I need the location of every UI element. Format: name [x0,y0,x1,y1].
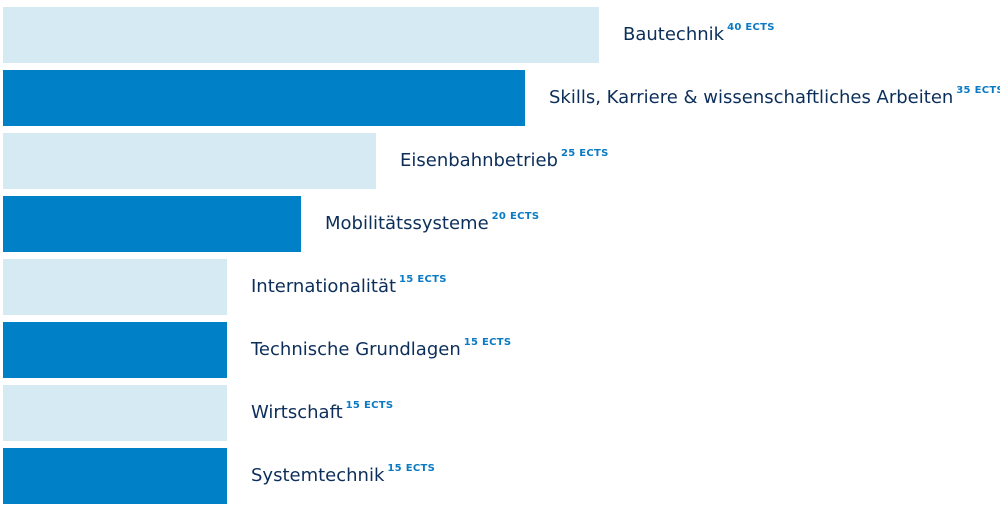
bar [3,196,301,252]
category-label: Systemtechnik 15 ECTS [251,463,436,490]
category-label: Internationalität 15 ECTS [251,274,447,301]
category-label: Mobilitätssysteme 20 ECTS [325,211,540,238]
bar [3,385,227,441]
category-name: Technische Grundlagen [251,339,461,360]
category-label: Bautechnik 40 ECTS [623,22,775,49]
category-label: Technische Grundlagen 15 ECTS [251,337,512,364]
value-label: 15 ECTS [387,463,436,474]
category-name: Wirtschaft [251,402,343,423]
bar [3,259,227,315]
category-label: Skills, Karriere & wissenschaftliches Ar… [549,85,1000,112]
category-name: Systemtechnik [251,465,385,486]
value-label: 25 ECTS [560,148,609,159]
bar [3,133,376,189]
value-label: 40 ECTS [727,22,775,33]
value-label: 20 ECTS [491,211,540,222]
category-name: Eisenbahnbetrieb [400,150,558,171]
value-label: 15 ECTS [345,400,394,411]
category-label: Eisenbahnbetrieb 25 ECTS [400,148,609,175]
bar [3,448,227,504]
category-label: Wirtschaft 15 ECTS [251,400,394,427]
bar [3,7,599,63]
bar [3,70,525,126]
bar [3,322,227,378]
value-label: 35 ECTS [956,85,1000,96]
category-name: Skills, Karriere & wissenschaftliches Ar… [549,87,954,108]
category-name: Bautechnik [623,24,725,45]
value-label: 15 ECTS [399,274,447,285]
value-label: 15 ECTS [463,337,512,348]
category-name: Mobilitätssysteme [325,213,489,234]
category-name: Internationalität [251,276,397,297]
